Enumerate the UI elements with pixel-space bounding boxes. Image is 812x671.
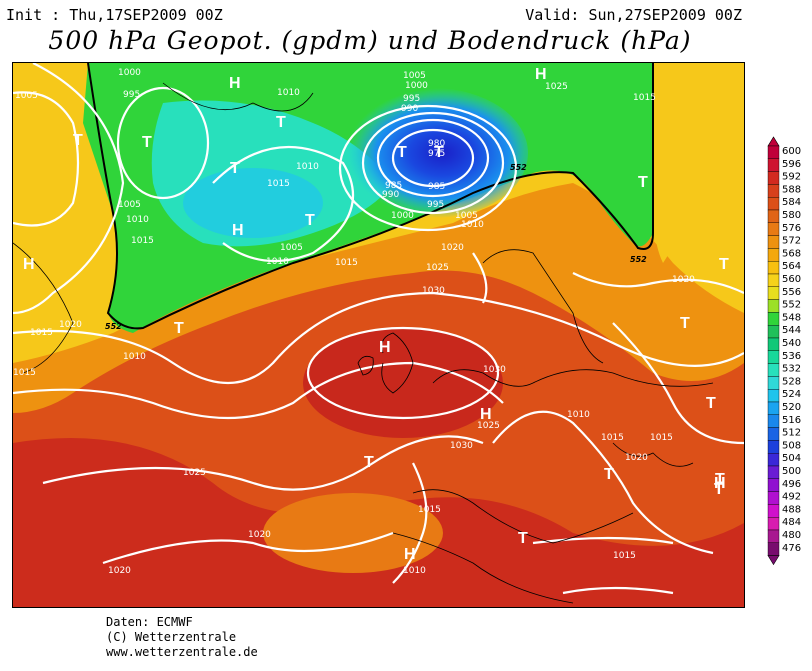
legend-swatch xyxy=(767,197,780,211)
legend-level-label: 552 xyxy=(782,300,801,311)
legend-swatch xyxy=(767,235,780,249)
legend-level-label: 488 xyxy=(782,504,801,515)
map-title: 500 hPa Geopot. (gpdm) und Bodendruck (h… xyxy=(48,26,692,55)
legend-swatch xyxy=(767,414,780,428)
legend-level-label: 516 xyxy=(782,415,801,426)
legend-level-label: 548 xyxy=(782,312,801,323)
legend-level-label: 504 xyxy=(782,453,801,464)
legend-level-label: 560 xyxy=(782,274,801,285)
footer-credits: Daten: ECMWF (C) Wetterzentrale www.wett… xyxy=(106,615,258,660)
legend-level-label: 576 xyxy=(782,223,801,234)
legend-level-label: 544 xyxy=(782,325,801,336)
footer-copyright: (C) Wetterzentrale xyxy=(106,630,237,644)
legend-swatch xyxy=(767,440,780,454)
legend-swatch xyxy=(767,222,780,236)
legend-level-label: 524 xyxy=(782,389,801,400)
coastlines xyxy=(13,82,714,604)
legend-top-arrow xyxy=(767,136,780,147)
legend-swatch xyxy=(767,388,780,403)
legend-level-label: 496 xyxy=(782,479,801,490)
legend-swatch xyxy=(767,145,780,160)
legend-level-label: 536 xyxy=(782,351,801,362)
legend-level-label: 508 xyxy=(782,440,801,451)
legend-level-label: 500 xyxy=(782,466,801,477)
init-time: Init : Thu,17SEP2009 00Z xyxy=(6,6,223,24)
legend-level-label: 532 xyxy=(782,364,801,375)
legend-level-label: 492 xyxy=(782,492,801,503)
legend-swatch xyxy=(767,401,780,416)
legend-level-label: 584 xyxy=(782,197,801,208)
legend-level-label: 512 xyxy=(782,428,801,439)
cyan-zone xyxy=(183,168,323,238)
high-core-zone xyxy=(303,328,503,438)
legend-swatch xyxy=(767,248,780,262)
legend-swatch xyxy=(767,465,780,480)
legend-swatch xyxy=(767,529,780,544)
legend-level-label: 556 xyxy=(782,287,801,298)
legend-swatch xyxy=(767,517,780,531)
legend-svg: 6005965925885845805765725685645605565525… xyxy=(767,136,801,566)
legend-swatch xyxy=(767,363,780,377)
legend-level-label: 568 xyxy=(782,248,801,259)
legend-swatch xyxy=(767,504,780,518)
legend-level-label: 600 xyxy=(782,146,801,157)
legend-level-label: 596 xyxy=(782,159,801,170)
isobars xyxy=(13,63,744,595)
legend-level-label: 476 xyxy=(782,543,801,554)
legend-swatch xyxy=(767,158,780,172)
legend-swatch xyxy=(767,542,780,556)
legend-level-label: 480 xyxy=(782,530,801,541)
legend-swatch xyxy=(767,209,780,224)
legend-swatch xyxy=(767,337,780,352)
legend-level-label: 520 xyxy=(782,402,801,413)
weather-map: 1000 995 1005 1010 1015 1010 1005 1010 1… xyxy=(12,62,745,608)
legend-swatch xyxy=(767,350,780,364)
legend-bottom-arrow xyxy=(767,555,780,566)
legend-swatch xyxy=(767,376,780,390)
legend-level-label: 580 xyxy=(782,210,801,221)
legend-level-label: 572 xyxy=(782,236,801,247)
legend-swatch xyxy=(767,184,780,198)
footer-url: www.wetterzentrale.de xyxy=(106,645,258,659)
legend-swatch xyxy=(767,427,780,441)
right-yellow-zone xyxy=(653,63,744,263)
legend-level-label: 564 xyxy=(782,261,801,272)
valid-time: Valid: Sun,27SEP2009 00Z xyxy=(525,6,742,24)
legend-swatch xyxy=(767,453,780,467)
legend-level-label: 592 xyxy=(782,172,801,183)
map-svg xyxy=(13,63,744,607)
legend-level-label: 484 xyxy=(782,517,801,528)
legend-swatch xyxy=(767,324,780,339)
legend-swatch xyxy=(767,299,780,313)
color-legend: 600 596 592 588 584 580 576 572 568 564 560 556 552 5… xyxy=(766,136,812,566)
contour-552 xyxy=(87,63,654,330)
orange-south-zone xyxy=(263,493,443,573)
footer-data-source: Daten: ECMWF xyxy=(106,615,193,629)
legend-level-label: 588 xyxy=(782,184,801,195)
legend-swatch xyxy=(767,491,780,505)
legend-level-label: 528 xyxy=(782,376,801,387)
legend-level-label: 540 xyxy=(782,338,801,349)
legend-swatch xyxy=(767,312,780,326)
legend-swatch xyxy=(767,286,780,300)
low-core-zone xyxy=(338,88,528,218)
legend-swatch xyxy=(767,478,780,492)
legend-swatch xyxy=(767,273,780,288)
legend-swatch xyxy=(767,260,780,275)
legend-swatch xyxy=(767,171,780,185)
